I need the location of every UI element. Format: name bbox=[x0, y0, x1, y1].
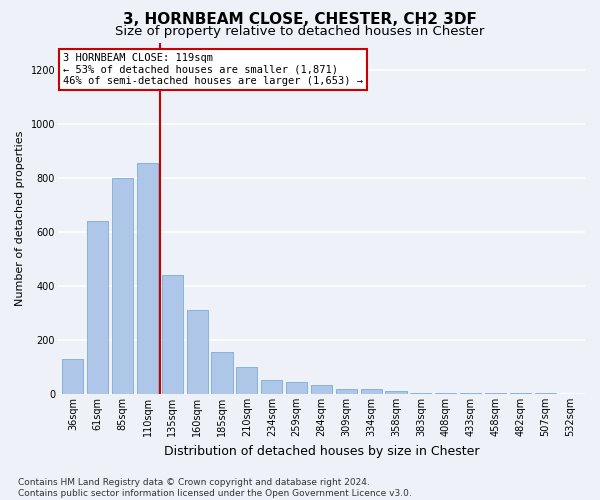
Y-axis label: Number of detached properties: Number of detached properties bbox=[15, 130, 25, 306]
Text: 3 HORNBEAM CLOSE: 119sqm
← 53% of detached houses are smaller (1,871)
46% of sem: 3 HORNBEAM CLOSE: 119sqm ← 53% of detach… bbox=[63, 53, 363, 86]
Bar bbox=[137, 163, 158, 394]
Text: Contains HM Land Registry data © Crown copyright and database right 2024.
Contai: Contains HM Land Registry data © Crown c… bbox=[18, 478, 412, 498]
Bar bbox=[112, 178, 133, 394]
Bar bbox=[211, 352, 233, 394]
Bar bbox=[311, 384, 332, 394]
Bar bbox=[435, 392, 457, 394]
Bar bbox=[485, 392, 506, 394]
Bar bbox=[336, 388, 357, 394]
Text: Size of property relative to detached houses in Chester: Size of property relative to detached ho… bbox=[115, 25, 485, 38]
Bar bbox=[261, 380, 283, 394]
Bar bbox=[385, 392, 407, 394]
Bar bbox=[510, 392, 531, 394]
Bar bbox=[236, 367, 257, 394]
Bar bbox=[62, 359, 83, 394]
Bar bbox=[286, 382, 307, 394]
Bar bbox=[460, 392, 481, 394]
Bar bbox=[87, 221, 109, 394]
X-axis label: Distribution of detached houses by size in Chester: Distribution of detached houses by size … bbox=[164, 444, 479, 458]
Bar bbox=[535, 392, 556, 394]
Bar bbox=[187, 310, 208, 394]
Bar bbox=[162, 275, 183, 394]
Bar bbox=[410, 392, 431, 394]
Bar bbox=[361, 388, 382, 394]
Text: 3, HORNBEAM CLOSE, CHESTER, CH2 3DF: 3, HORNBEAM CLOSE, CHESTER, CH2 3DF bbox=[123, 12, 477, 28]
